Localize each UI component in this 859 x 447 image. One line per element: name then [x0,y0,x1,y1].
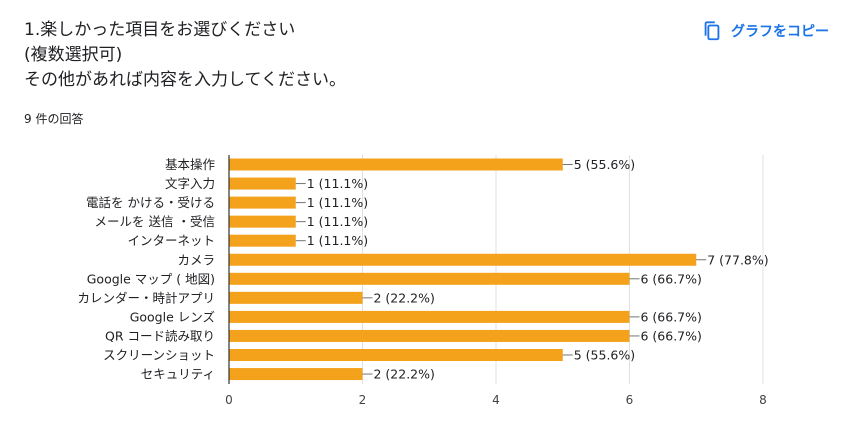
data-label: 6 (66.7%) [641,271,702,286]
x-tick-label: 6 [626,393,634,407]
category-label: セキュリティ [141,367,215,382]
data-label: 5 (55.6%) [574,348,635,363]
bar [229,368,363,381]
bar [229,196,296,209]
bar [229,215,296,228]
bar [229,349,563,361]
x-tick-label: 2 [359,393,367,407]
data-label: 6 (66.7%) [641,309,702,324]
data-label: 6 (66.7%) [641,328,702,343]
category-label: Google マップ ( 地図) [87,271,215,286]
x-tick-label: 8 [759,393,767,407]
response-count: 9 件の回答 [24,112,84,126]
question-line-1: 1.楽しかった項目をお選びください [24,20,296,40]
category-label: Google レンズ [130,309,215,324]
copy-chart-label: グラフをコピー [731,24,829,40]
category-label: 文字入力 [165,176,215,191]
data-label: 7 (77.8%) [707,252,768,267]
category-label: 基本操作 [165,157,216,172]
data-label: 2 (22.2%) [374,367,435,382]
data-label: 1 (11.1%) [307,176,368,191]
x-tick-label: 4 [492,393,500,407]
bar [229,310,630,323]
category-label: カメラ [177,252,215,267]
bar [229,272,630,285]
data-label: 2 (22.2%) [374,290,435,305]
copy-icon [701,20,723,42]
category-label: カレンダー・時計アプリ [77,290,215,305]
category-label: インターネット [127,233,215,248]
category-label: メールを 送信 ・受信 [95,214,215,229]
data-label: 5 (55.6%) [574,157,635,172]
category-label: スクリーンショット [103,348,215,363]
bar [229,291,363,304]
question-line-2: (複数選択可) [24,45,123,65]
bar [229,253,697,266]
question-title: 1.楽しかった項目をお選びください (複数選択可) その他があれば内容を入力して… [24,18,644,93]
data-label: 1 (11.1%) [307,214,368,229]
data-label: 1 (11.1%) [307,195,368,210]
x-tick-label: 0 [225,393,233,407]
bar [229,158,563,171]
copy-chart-button[interactable]: グラフをコピー [701,17,829,45]
bar [229,329,630,342]
category-label: QR コード読み取り [105,328,215,343]
question-line-3: その他があれば内容を入力してください。 [24,70,346,90]
bar [229,234,296,247]
category-label: 電話を かける・受ける [86,195,215,210]
bar [229,177,296,190]
data-label: 1 (11.1%) [307,233,368,248]
